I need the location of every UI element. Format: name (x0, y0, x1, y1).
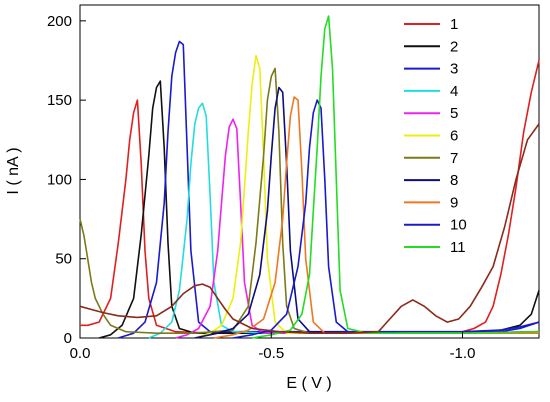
series-line-7 (79, 67, 540, 335)
y-axis-label: I ( nA ) (5, 147, 22, 194)
legend-label-5: 5 (450, 105, 458, 122)
legend-label-6: 6 (450, 128, 458, 145)
series-line-8 (194, 86, 539, 339)
series-layer (79, 15, 540, 339)
x-tick-label: -1.0 (450, 345, 476, 362)
legend: 1 2 3 4 5 6 7 8 9 10 11 (404, 16, 467, 256)
x-axis-label: E ( V ) (286, 375, 331, 392)
series-line-11 (251, 15, 540, 339)
legend-label-8: 8 (450, 172, 458, 189)
x-tick-label: 0.0 (70, 345, 91, 362)
y-tick-label: 150 (47, 92, 72, 109)
legend-label-4: 4 (450, 83, 458, 100)
legend-label-10: 10 (450, 217, 467, 234)
y-tick-label: 50 (55, 251, 72, 268)
legend-label-7: 7 (450, 150, 458, 167)
legend-label-3: 3 (450, 61, 458, 78)
axes-layer: 0.0 -0.5 -1.0 0 50 100 150 200 (47, 13, 475, 362)
x-tick-label: -0.5 (258, 345, 284, 362)
y-tick-label: 200 (47, 13, 72, 30)
legend-label-1: 1 (450, 16, 458, 33)
y-tick-label: 0 (64, 330, 72, 347)
legend-label-11: 11 (450, 239, 466, 256)
legend-label-2: 2 (450, 38, 458, 55)
series-line-extra-11 (79, 123, 540, 335)
y-tick-label: 100 (47, 171, 72, 188)
series-line-3 (118, 40, 540, 339)
legend-label-9: 9 (450, 194, 458, 211)
